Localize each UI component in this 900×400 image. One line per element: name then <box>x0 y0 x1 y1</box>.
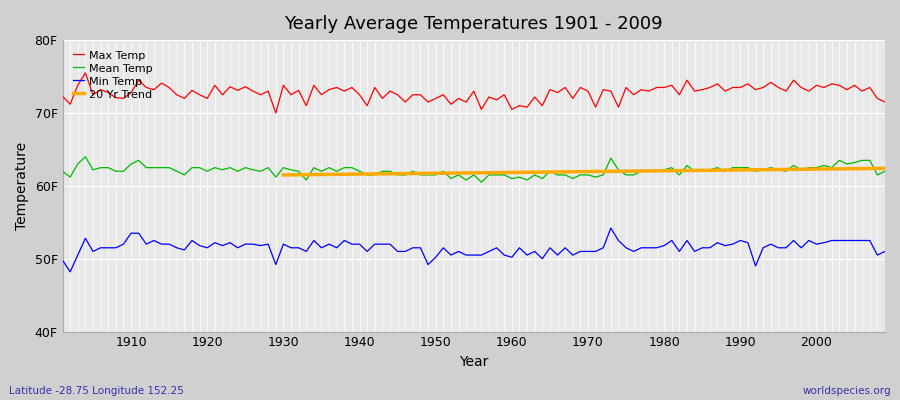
Mean Temp <box>57 169 68 174</box>
Legend: Max Temp, Mean Temp, Min Temp, 20 Yr Trend: Max Temp, Mean Temp, Min Temp, 20 Yr Tre… <box>68 46 158 104</box>
Max Temp <box>514 103 525 108</box>
Max Temp <box>522 105 533 110</box>
Line: Max Temp: Max Temp <box>62 73 885 113</box>
Max Temp <box>346 85 357 90</box>
Min Temp <box>293 245 304 250</box>
Y-axis label: Temperature: Temperature <box>15 142 29 230</box>
Line: Min Temp: Min Temp <box>62 228 885 272</box>
Max Temp <box>301 103 311 108</box>
Mean Temp <box>339 165 350 170</box>
Min Temp <box>57 258 68 262</box>
Title: Yearly Average Temperatures 1901 - 2009: Yearly Average Temperatures 1901 - 2009 <box>284 15 663 33</box>
Text: worldspecies.org: worldspecies.org <box>803 386 891 396</box>
Line: 20 Yr Trend: 20 Yr Trend <box>284 168 885 175</box>
20 Yr Trend <box>278 172 289 177</box>
Min Temp <box>514 245 525 250</box>
Min Temp <box>65 270 76 274</box>
Mean Temp <box>514 175 525 180</box>
Max Temp <box>80 70 91 75</box>
Text: Latitude -28.75 Longitude 152.25: Latitude -28.75 Longitude 152.25 <box>9 386 184 396</box>
Min Temp <box>613 238 624 243</box>
Max Temp <box>57 94 68 99</box>
20 Yr Trend <box>879 166 890 171</box>
Max Temp <box>613 105 624 110</box>
Mean Temp <box>879 169 890 174</box>
Min Temp <box>879 249 890 254</box>
Mean Temp <box>613 168 624 172</box>
Max Temp <box>270 110 281 115</box>
Min Temp <box>606 226 616 230</box>
Mean Temp <box>293 169 304 174</box>
Max Temp <box>126 90 137 95</box>
Max Temp <box>879 100 890 104</box>
Mean Temp <box>476 180 487 185</box>
Mean Temp <box>522 178 533 182</box>
Min Temp <box>507 255 517 260</box>
Mean Temp <box>80 154 91 159</box>
Min Temp <box>339 238 350 243</box>
Line: Mean Temp: Mean Temp <box>62 157 885 182</box>
Min Temp <box>126 231 137 236</box>
X-axis label: Year: Year <box>459 355 489 369</box>
Mean Temp <box>126 162 137 166</box>
